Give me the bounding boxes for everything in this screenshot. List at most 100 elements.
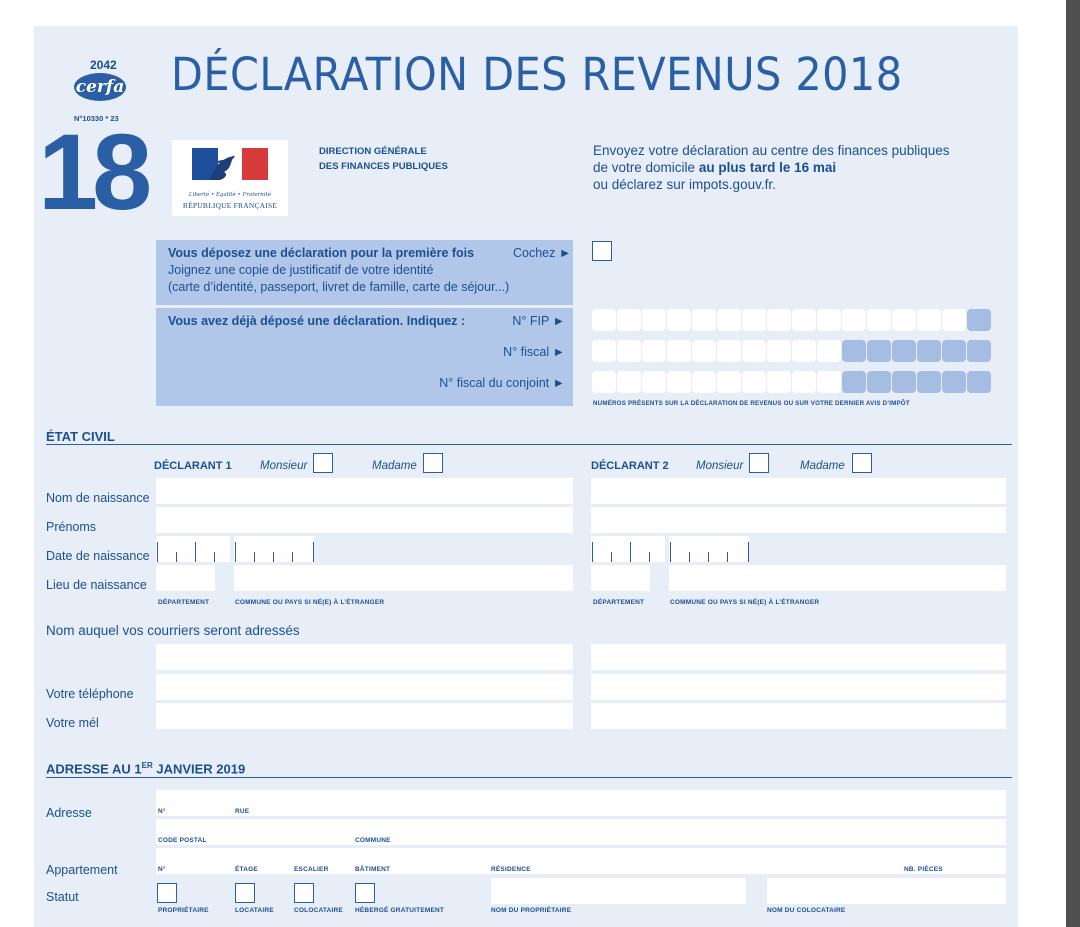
- number-cell[interactable]: [717, 371, 741, 393]
- d2-date-jour-mois-input[interactable]: [591, 536, 665, 562]
- number-cell[interactable]: [867, 371, 891, 393]
- fiscal-number-cells[interactable]: [592, 340, 992, 362]
- number-cell[interactable]: [892, 371, 916, 393]
- number-cell[interactable]: [592, 371, 616, 393]
- number-cell[interactable]: [842, 340, 866, 362]
- fiscal-label: N° fiscal ►: [503, 345, 565, 359]
- locataire-checkbox[interactable]: [235, 883, 255, 903]
- number-cell[interactable]: [767, 309, 791, 331]
- number-cell[interactable]: [942, 309, 966, 331]
- number-cell[interactable]: [892, 340, 916, 362]
- adresse-rule: [46, 777, 1012, 778]
- number-cell[interactable]: [917, 371, 941, 393]
- d1-monsieur-label: Monsieur: [260, 460, 307, 472]
- number-cell[interactable]: [867, 309, 891, 331]
- number-cell[interactable]: [742, 309, 766, 331]
- number-cell[interactable]: [842, 371, 866, 393]
- number-cell[interactable]: [667, 309, 691, 331]
- number-cell[interactable]: [767, 340, 791, 362]
- number-cell[interactable]: [592, 340, 616, 362]
- nom-proprietaire-input[interactable]: [491, 878, 746, 904]
- number-cell[interactable]: [792, 309, 816, 331]
- cerfa-logo: cerfa: [74, 73, 126, 101]
- number-cell[interactable]: [642, 309, 666, 331]
- number-cell[interactable]: [717, 340, 741, 362]
- d2-departement-input[interactable]: [591, 565, 650, 591]
- adresse-title-sup: ER: [142, 761, 153, 770]
- d1-date-tick: [313, 542, 314, 562]
- d1-nom-naissance-input[interactable]: [156, 478, 573, 504]
- fip-label: N° FIP ►: [512, 314, 565, 328]
- d1-prenoms-input[interactable]: [156, 507, 573, 533]
- colocataire-checkbox[interactable]: [294, 883, 314, 903]
- d1-commune-input[interactable]: [234, 565, 573, 591]
- number-cell[interactable]: [967, 309, 991, 331]
- d2-nom-courriers-input[interactable]: [591, 644, 1006, 670]
- number-cell[interactable]: [942, 371, 966, 393]
- d2-date-annee-input[interactable]: [669, 536, 749, 562]
- d1-date-jour-mois-input[interactable]: [156, 536, 230, 562]
- number-cell[interactable]: [767, 371, 791, 393]
- number-cell[interactable]: [617, 309, 641, 331]
- adresse-rue-input[interactable]: [156, 790, 1006, 816]
- number-cell[interactable]: [917, 309, 941, 331]
- d1-monsieur-checkbox[interactable]: [313, 453, 333, 473]
- number-cell[interactable]: [792, 340, 816, 362]
- d2-date-tick: [611, 552, 612, 562]
- number-cell[interactable]: [617, 371, 641, 393]
- d2-telephone-input[interactable]: [591, 674, 1006, 700]
- d2-mel-input[interactable]: [591, 703, 1006, 729]
- send-deadline: au plus tard le 16 mai: [699, 160, 836, 175]
- nom-colocataire-input[interactable]: [767, 878, 1006, 904]
- number-cell[interactable]: [692, 340, 716, 362]
- d1-telephone-input[interactable]: [156, 674, 573, 700]
- number-cell[interactable]: [792, 371, 816, 393]
- number-cell[interactable]: [817, 309, 841, 331]
- code-postal-commune-input[interactable]: [156, 819, 1006, 845]
- number-cell[interactable]: [817, 371, 841, 393]
- dgfip-line1: DIRECTION GÉNÉRALE: [319, 146, 427, 157]
- number-cell[interactable]: [717, 309, 741, 331]
- d2-nom-naissance-input[interactable]: [591, 478, 1006, 504]
- d2-prenoms-input[interactable]: [591, 507, 1006, 533]
- fip-number-cells[interactable]: [592, 309, 992, 331]
- d2-departement-caption: DÉPARTEMENT: [593, 599, 644, 606]
- proprietaire-checkbox[interactable]: [157, 883, 177, 903]
- number-cell[interactable]: [817, 340, 841, 362]
- number-cell[interactable]: [967, 371, 991, 393]
- number-cell[interactable]: [692, 371, 716, 393]
- d1-madame-checkbox[interactable]: [423, 453, 443, 473]
- number-cell[interactable]: [642, 371, 666, 393]
- number-cell[interactable]: [742, 371, 766, 393]
- number-cell[interactable]: [642, 340, 666, 362]
- number-cell[interactable]: [617, 340, 641, 362]
- number-cell[interactable]: [842, 309, 866, 331]
- d1-departement-input[interactable]: [156, 565, 215, 591]
- number-cell[interactable]: [967, 340, 991, 362]
- d2-commune-caption: COMMUNE OU PAYS SI NÉ(E) À L’ÉTRANGER: [670, 599, 819, 606]
- send-instructions-line2: de votre domicile au plus tard le 16 mai: [593, 160, 836, 175]
- number-cell[interactable]: [742, 340, 766, 362]
- number-cell[interactable]: [592, 309, 616, 331]
- d1-date-annee-input[interactable]: [234, 536, 314, 562]
- first-time-checkbox[interactable]: [592, 241, 612, 261]
- appartement-input[interactable]: [156, 848, 1006, 874]
- fiscal-conjoint-number-cells[interactable]: [592, 371, 992, 393]
- lieu-naissance-label: Lieu de naissance: [46, 578, 147, 592]
- number-cell[interactable]: [667, 371, 691, 393]
- nom-colocataire-caption: NOM DU COLOCATAIRE: [767, 907, 845, 914]
- number-cell[interactable]: [667, 340, 691, 362]
- number-cell[interactable]: [892, 309, 916, 331]
- number-cell[interactable]: [917, 340, 941, 362]
- heberge-checkbox[interactable]: [355, 883, 375, 903]
- number-cell[interactable]: [692, 309, 716, 331]
- d2-monsieur-checkbox[interactable]: [749, 453, 769, 473]
- d1-mel-input[interactable]: [156, 703, 573, 729]
- number-cell[interactable]: [867, 340, 891, 362]
- number-cell[interactable]: [942, 340, 966, 362]
- d2-madame-checkbox[interactable]: [852, 453, 872, 473]
- form-page: 2042 cerfa N°10330 * 23 DÉCLARATION DES …: [34, 26, 1018, 927]
- d2-commune-input[interactable]: [669, 565, 1006, 591]
- nom-courriers-label: Nom auquel vos courriers seront adressés: [46, 623, 300, 638]
- d1-nom-courriers-input[interactable]: [156, 644, 573, 670]
